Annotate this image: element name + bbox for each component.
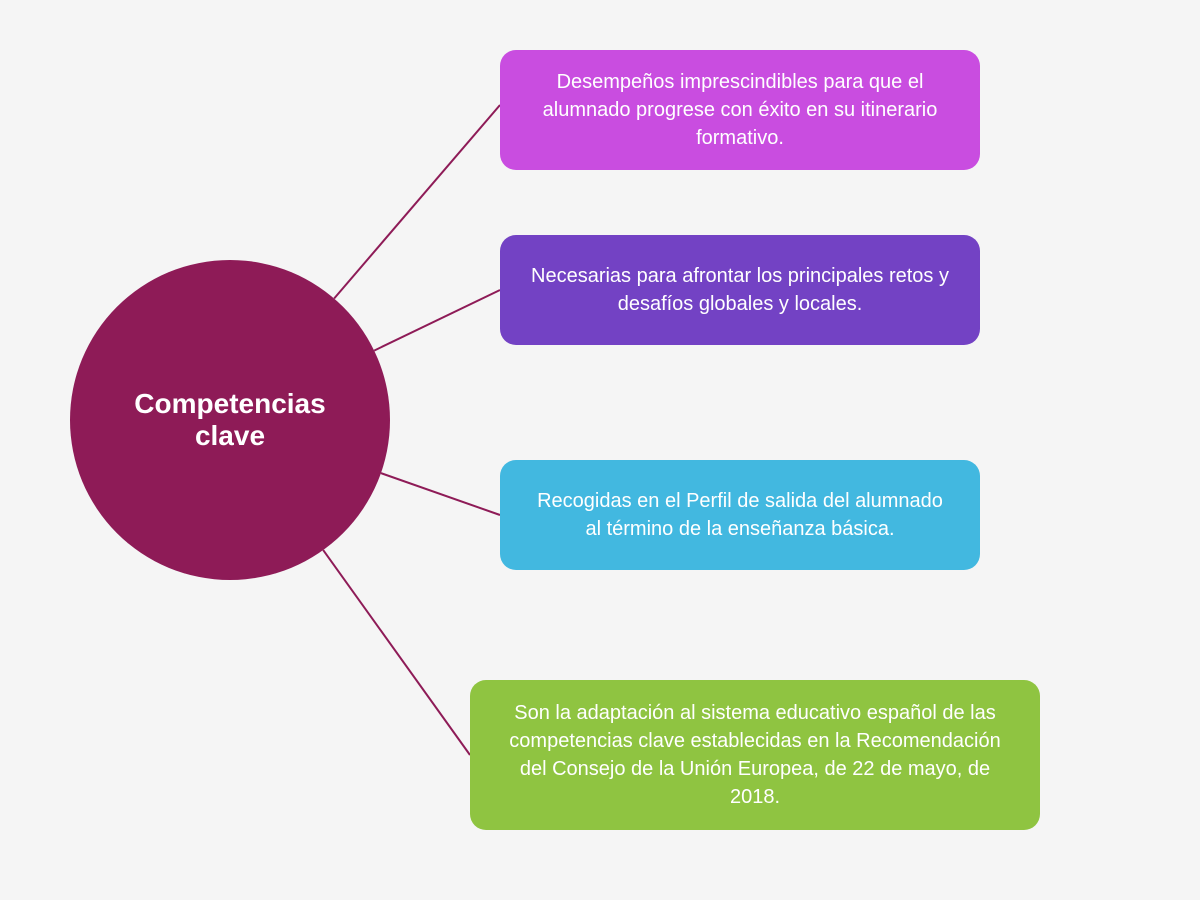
connector-line-1	[374, 290, 500, 351]
connector-line-0	[334, 105, 500, 299]
branch-label-2: Recogidas en el Perfil de salida del alu…	[528, 487, 952, 543]
connector-line-3	[323, 550, 470, 755]
mindmap-diagram: Competencias clave Desempeños imprescind…	[0, 0, 1200, 900]
connector-line-2	[381, 473, 500, 515]
branch-box-2: Recogidas en el Perfil de salida del alu…	[500, 460, 980, 570]
branch-label-0: Desempeños imprescindibles para que el a…	[528, 68, 952, 152]
center-label: Competencias clave	[100, 388, 360, 452]
branch-label-1: Necesarias para afrontar los principales…	[528, 262, 952, 318]
branch-label-3: Son la adaptación al sistema educativo e…	[498, 699, 1012, 811]
branch-box-0: Desempeños imprescindibles para que el a…	[500, 50, 980, 170]
branch-box-1: Necesarias para afrontar los principales…	[500, 235, 980, 345]
center-node: Competencias clave	[70, 260, 390, 580]
branch-box-3: Son la adaptación al sistema educativo e…	[470, 680, 1040, 830]
